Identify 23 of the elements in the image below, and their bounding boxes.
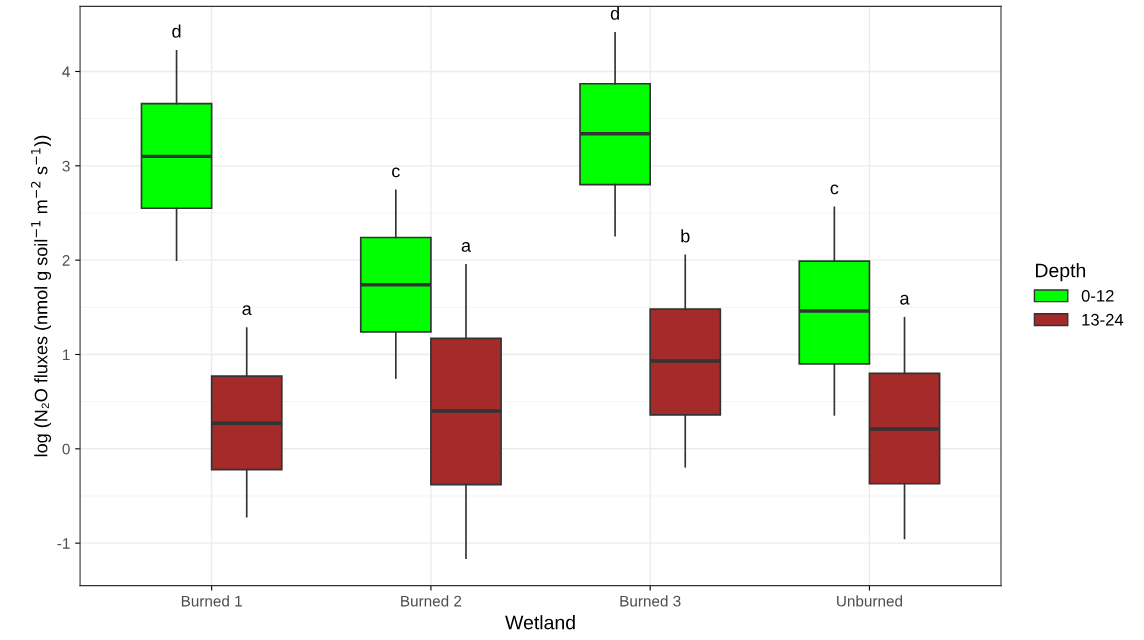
annotation: c [392, 167, 400, 178]
annotation: c [830, 184, 839, 195]
annotation: d [610, 6, 619, 20]
annotation: a [900, 294, 910, 305]
y-tick-label: 1 [63, 349, 70, 361]
legend-title: Depth [1036, 263, 1086, 282]
legend-label: 0-12 [1081, 289, 1114, 302]
y-tick-label: 3 [62, 160, 70, 172]
y-axis-title: log (N₂O fluxes (nmol g soil$^{−1}$ m$^{−2}$ s$^{−1}$)) [31, 135, 52, 457]
annotation: a [461, 241, 472, 252]
x-tick-label: Unburned [837, 595, 903, 607]
annotation: a [242, 305, 252, 316]
y-tick-label: 4 [62, 66, 70, 78]
y-tick-label: 2 [62, 255, 70, 266]
annotation: d [172, 24, 181, 38]
y-tick-label: -1 [57, 538, 70, 549]
x-axis-title: Wetland [505, 615, 575, 630]
x-tick-label: Burned 3 [620, 595, 681, 607]
x-tick-label: Burned 2 [401, 595, 462, 607]
annotation: b [681, 229, 690, 243]
x-tick-label: Burned 1 [181, 595, 242, 607]
y-tick-label: 0 [62, 443, 70, 455]
legend-label: 13-24 [1082, 313, 1124, 326]
